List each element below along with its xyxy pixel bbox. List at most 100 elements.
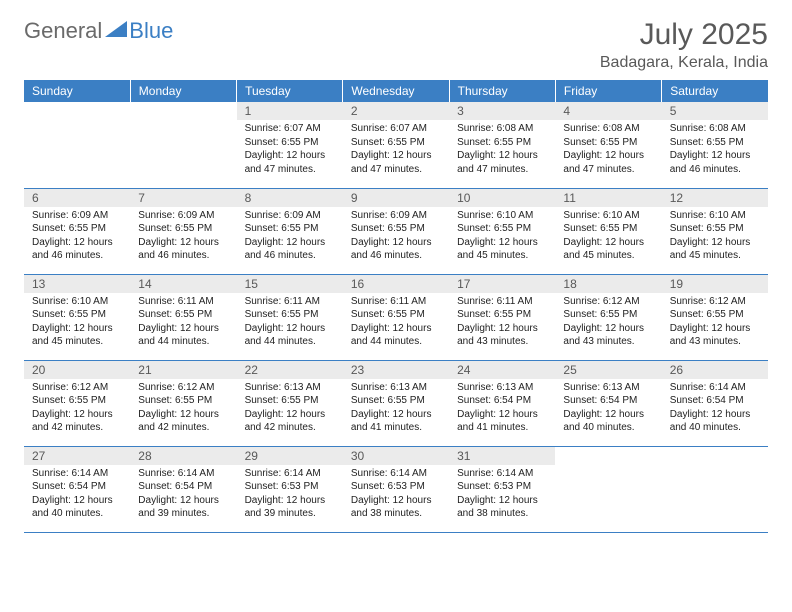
day-details: Sunrise: 6:09 AMSunset: 6:55 PMDaylight:…: [24, 207, 130, 267]
day-details: Sunrise: 6:10 AMSunset: 6:55 PMDaylight:…: [24, 293, 130, 353]
calendar-day-cell: 25Sunrise: 6:13 AMSunset: 6:54 PMDayligh…: [555, 360, 661, 446]
calendar-week-row: 20Sunrise: 6:12 AMSunset: 6:55 PMDayligh…: [24, 360, 768, 446]
calendar-empty-cell: [555, 446, 661, 532]
day-number: 25: [555, 361, 661, 379]
weekday-header-row: SundayMondayTuesdayWednesdayThursdayFrid…: [24, 80, 768, 102]
day-number: 29: [237, 447, 343, 465]
calendar-day-cell: 1Sunrise: 6:07 AMSunset: 6:55 PMDaylight…: [237, 102, 343, 188]
day-details: Sunrise: 6:13 AMSunset: 6:54 PMDaylight:…: [555, 379, 661, 439]
day-details: Sunrise: 6:07 AMSunset: 6:55 PMDaylight:…: [237, 120, 343, 180]
day-details: Sunrise: 6:12 AMSunset: 6:55 PMDaylight:…: [24, 379, 130, 439]
day-details: Sunrise: 6:08 AMSunset: 6:55 PMDaylight:…: [662, 120, 768, 180]
calendar-week-row: 27Sunrise: 6:14 AMSunset: 6:54 PMDayligh…: [24, 446, 768, 532]
day-details: Sunrise: 6:14 AMSunset: 6:53 PMDaylight:…: [343, 465, 449, 525]
day-number: 9: [343, 189, 449, 207]
weekday-header: Monday: [130, 80, 236, 102]
day-number: 6: [24, 189, 130, 207]
day-number: 2: [343, 102, 449, 120]
day-number: 17: [449, 275, 555, 293]
calendar-day-cell: 22Sunrise: 6:13 AMSunset: 6:55 PMDayligh…: [237, 360, 343, 446]
day-details: Sunrise: 6:11 AMSunset: 6:55 PMDaylight:…: [343, 293, 449, 353]
day-number: 11: [555, 189, 661, 207]
brand-part1: General: [24, 18, 102, 44]
day-number: 21: [130, 361, 236, 379]
calendar-day-cell: 7Sunrise: 6:09 AMSunset: 6:55 PMDaylight…: [130, 188, 236, 274]
day-details: Sunrise: 6:10 AMSunset: 6:55 PMDaylight:…: [449, 207, 555, 267]
brand-part2: Blue: [129, 18, 173, 44]
calendar-day-cell: 6Sunrise: 6:09 AMSunset: 6:55 PMDaylight…: [24, 188, 130, 274]
calendar-day-cell: 27Sunrise: 6:14 AMSunset: 6:54 PMDayligh…: [24, 446, 130, 532]
month-title: July 2025: [600, 18, 768, 52]
day-number: 19: [662, 275, 768, 293]
calendar-day-cell: 21Sunrise: 6:12 AMSunset: 6:55 PMDayligh…: [130, 360, 236, 446]
day-details: Sunrise: 6:14 AMSunset: 6:53 PMDaylight:…: [449, 465, 555, 525]
weekday-header: Friday: [555, 80, 661, 102]
calendar-day-cell: 16Sunrise: 6:11 AMSunset: 6:55 PMDayligh…: [343, 274, 449, 360]
calendar-day-cell: 20Sunrise: 6:12 AMSunset: 6:55 PMDayligh…: [24, 360, 130, 446]
calendar-day-cell: 12Sunrise: 6:10 AMSunset: 6:55 PMDayligh…: [662, 188, 768, 274]
day-details: Sunrise: 6:12 AMSunset: 6:55 PMDaylight:…: [662, 293, 768, 353]
location-text: Badagara, Kerala, India: [600, 54, 768, 72]
day-details: Sunrise: 6:08 AMSunset: 6:55 PMDaylight:…: [555, 120, 661, 180]
calendar-day-cell: 14Sunrise: 6:11 AMSunset: 6:55 PMDayligh…: [130, 274, 236, 360]
day-number: 7: [130, 189, 236, 207]
calendar-day-cell: 15Sunrise: 6:11 AMSunset: 6:55 PMDayligh…: [237, 274, 343, 360]
day-details: Sunrise: 6:10 AMSunset: 6:55 PMDaylight:…: [662, 207, 768, 267]
day-number: 12: [662, 189, 768, 207]
day-details: Sunrise: 6:08 AMSunset: 6:55 PMDaylight:…: [449, 120, 555, 180]
calendar-table: SundayMondayTuesdayWednesdayThursdayFrid…: [24, 80, 768, 533]
day-details: Sunrise: 6:09 AMSunset: 6:55 PMDaylight:…: [130, 207, 236, 267]
day-number: 28: [130, 447, 236, 465]
day-number: 8: [237, 189, 343, 207]
day-number: 5: [662, 102, 768, 120]
calendar-day-cell: 11Sunrise: 6:10 AMSunset: 6:55 PMDayligh…: [555, 188, 661, 274]
brand-triangle-icon: [105, 21, 127, 42]
day-number: 14: [130, 275, 236, 293]
day-details: Sunrise: 6:14 AMSunset: 6:53 PMDaylight:…: [237, 465, 343, 525]
day-details: Sunrise: 6:13 AMSunset: 6:55 PMDaylight:…: [343, 379, 449, 439]
calendar-empty-cell: [662, 446, 768, 532]
calendar-day-cell: 29Sunrise: 6:14 AMSunset: 6:53 PMDayligh…: [237, 446, 343, 532]
calendar-day-cell: 5Sunrise: 6:08 AMSunset: 6:55 PMDaylight…: [662, 102, 768, 188]
day-details: Sunrise: 6:10 AMSunset: 6:55 PMDaylight:…: [555, 207, 661, 267]
day-details: Sunrise: 6:14 AMSunset: 6:54 PMDaylight:…: [24, 465, 130, 525]
calendar-day-cell: 23Sunrise: 6:13 AMSunset: 6:55 PMDayligh…: [343, 360, 449, 446]
day-details: Sunrise: 6:14 AMSunset: 6:54 PMDaylight:…: [662, 379, 768, 439]
calendar-empty-cell: [24, 102, 130, 188]
day-number: 4: [555, 102, 661, 120]
calendar-day-cell: 31Sunrise: 6:14 AMSunset: 6:53 PMDayligh…: [449, 446, 555, 532]
day-number: 23: [343, 361, 449, 379]
day-details: Sunrise: 6:14 AMSunset: 6:54 PMDaylight:…: [130, 465, 236, 525]
day-number: 16: [343, 275, 449, 293]
day-number: 24: [449, 361, 555, 379]
calendar-day-cell: 18Sunrise: 6:12 AMSunset: 6:55 PMDayligh…: [555, 274, 661, 360]
calendar-day-cell: 24Sunrise: 6:13 AMSunset: 6:54 PMDayligh…: [449, 360, 555, 446]
brand-logo: General Blue: [24, 18, 173, 44]
calendar-week-row: 6Sunrise: 6:09 AMSunset: 6:55 PMDaylight…: [24, 188, 768, 274]
day-details: Sunrise: 6:11 AMSunset: 6:55 PMDaylight:…: [237, 293, 343, 353]
day-details: Sunrise: 6:11 AMSunset: 6:55 PMDaylight:…: [449, 293, 555, 353]
day-number: 31: [449, 447, 555, 465]
day-details: Sunrise: 6:07 AMSunset: 6:55 PMDaylight:…: [343, 120, 449, 180]
calendar-day-cell: 3Sunrise: 6:08 AMSunset: 6:55 PMDaylight…: [449, 102, 555, 188]
calendar-day-cell: 9Sunrise: 6:09 AMSunset: 6:55 PMDaylight…: [343, 188, 449, 274]
day-number: 1: [237, 102, 343, 120]
day-details: Sunrise: 6:12 AMSunset: 6:55 PMDaylight:…: [130, 379, 236, 439]
day-number: 30: [343, 447, 449, 465]
day-number: 22: [237, 361, 343, 379]
calendar-day-cell: 28Sunrise: 6:14 AMSunset: 6:54 PMDayligh…: [130, 446, 236, 532]
calendar-week-row: 1Sunrise: 6:07 AMSunset: 6:55 PMDaylight…: [24, 102, 768, 188]
weekday-header: Tuesday: [237, 80, 343, 102]
day-details: Sunrise: 6:13 AMSunset: 6:54 PMDaylight:…: [449, 379, 555, 439]
day-details: Sunrise: 6:11 AMSunset: 6:55 PMDaylight:…: [130, 293, 236, 353]
calendar-day-cell: 17Sunrise: 6:11 AMSunset: 6:55 PMDayligh…: [449, 274, 555, 360]
weekday-header: Sunday: [24, 80, 130, 102]
day-number: 26: [662, 361, 768, 379]
calendar-day-cell: 4Sunrise: 6:08 AMSunset: 6:55 PMDaylight…: [555, 102, 661, 188]
calendar-day-cell: 10Sunrise: 6:10 AMSunset: 6:55 PMDayligh…: [449, 188, 555, 274]
calendar-day-cell: 19Sunrise: 6:12 AMSunset: 6:55 PMDayligh…: [662, 274, 768, 360]
page-header: General Blue July 2025 Badagara, Kerala,…: [24, 18, 768, 72]
calendar-empty-cell: [130, 102, 236, 188]
day-number: 13: [24, 275, 130, 293]
calendar-day-cell: 30Sunrise: 6:14 AMSunset: 6:53 PMDayligh…: [343, 446, 449, 532]
